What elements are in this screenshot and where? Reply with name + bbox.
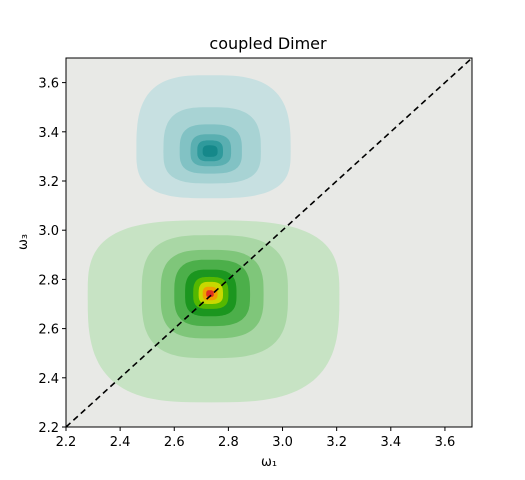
y-tick-label: 2.2 [38, 421, 59, 436]
y-axis-label: ω₃ [16, 234, 31, 250]
x-tick-label: 3.6 [435, 435, 456, 450]
contour-peak-1-level-9 [206, 290, 214, 298]
x-tick-label: 3.4 [380, 435, 401, 450]
y-axis-ticks: 2.2 2.4 2.6 2.8 3.0 3.2 3.4 3.6 [38, 77, 66, 436]
chart-title: coupled Dimer [209, 34, 327, 53]
diagonal-dashed-line [65, 57, 473, 428]
x-axis-ticks: 2.2 2.4 2.6 2.8 3.0 3.2 3.4 3.6 [56, 427, 456, 450]
x-tick-label: 2.4 [110, 435, 131, 450]
y-tick-label: 2.4 [38, 372, 59, 387]
contour-peak-2-level-6 [202, 145, 218, 157]
x-tick-label: 3.2 [326, 435, 347, 450]
x-tick-label: 2.2 [56, 435, 77, 450]
y-tick-label: 3.2 [38, 175, 59, 190]
x-axis-label: ω₁ [261, 455, 277, 470]
y-tick-label: 3.6 [38, 77, 59, 92]
y-tick-label: 2.8 [38, 273, 59, 288]
x-tick-label: 2.8 [218, 435, 239, 450]
contour-layer [87, 75, 340, 403]
x-tick-label: 3.0 [272, 435, 293, 450]
y-tick-label: 2.6 [38, 323, 59, 338]
x-tick-label: 2.6 [164, 435, 185, 450]
y-tick-label: 3.4 [38, 126, 59, 141]
plot-frame [65, 57, 473, 428]
y-tick-label: 3.0 [38, 224, 59, 239]
